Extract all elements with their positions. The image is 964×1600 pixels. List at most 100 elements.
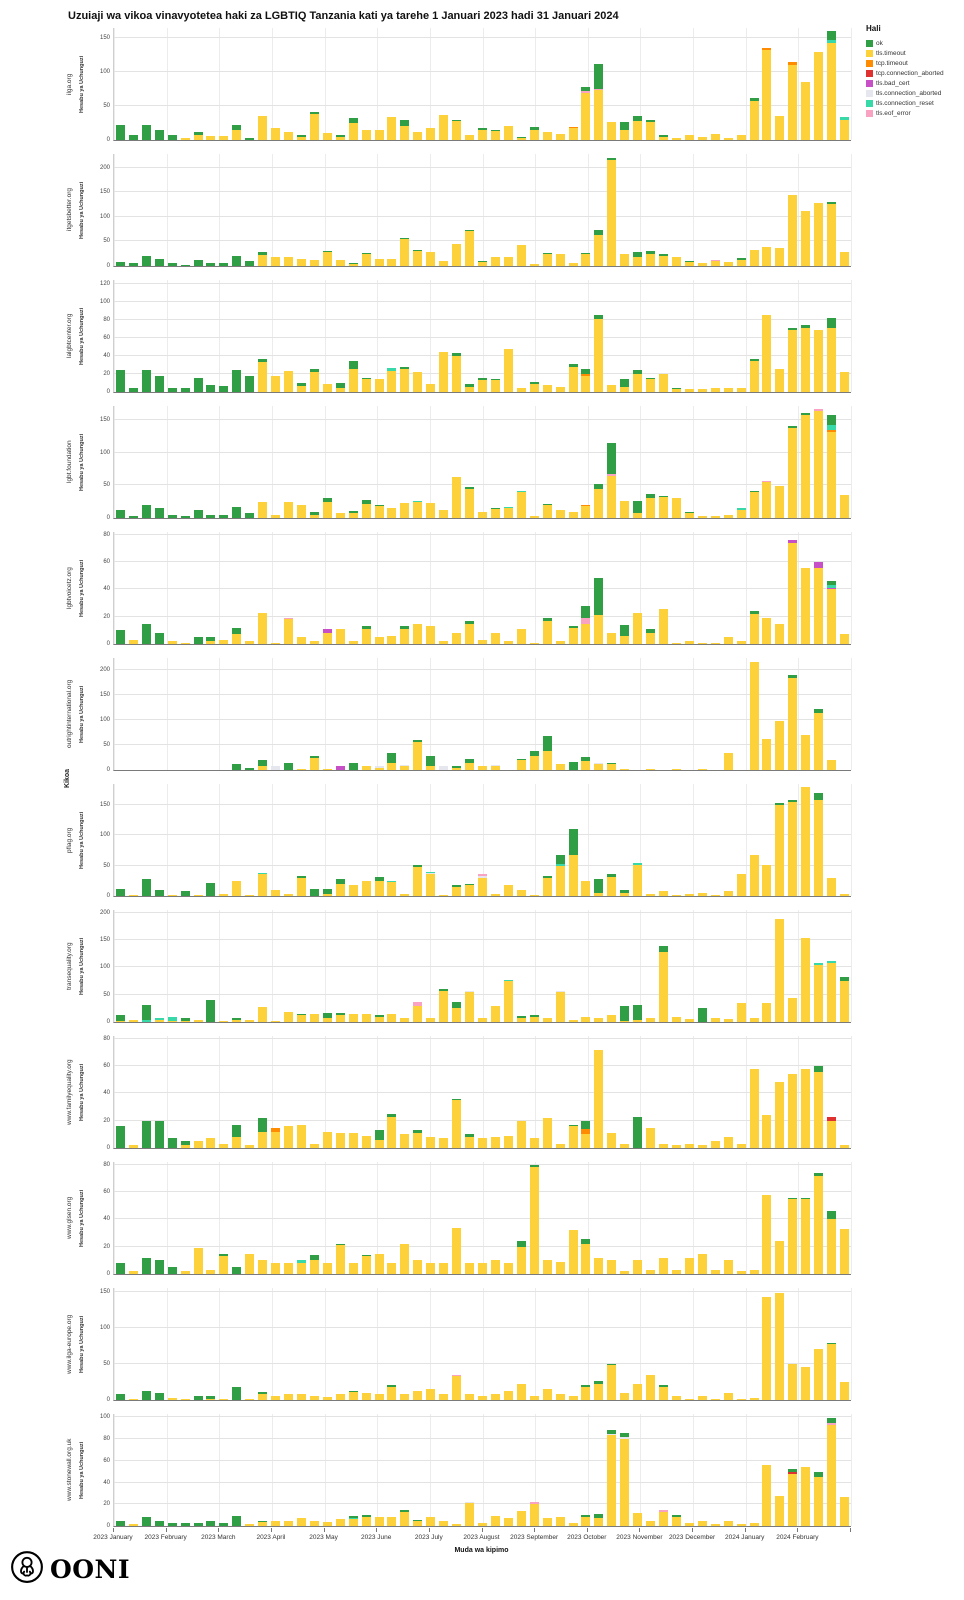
bar[interactable]: [309, 756, 319, 770]
bar[interactable]: [555, 1517, 565, 1526]
bar[interactable]: [542, 1260, 552, 1274]
bar[interactable]: [361, 252, 371, 266]
bar[interactable]: [659, 1257, 669, 1274]
bar[interactable]: [659, 1384, 669, 1400]
bar[interactable]: [154, 258, 164, 266]
bar[interactable]: [568, 1020, 578, 1022]
bar[interactable]: [284, 1012, 294, 1022]
bar[interactable]: [439, 1263, 449, 1274]
bar[interactable]: [568, 127, 578, 140]
bar[interactable]: [335, 383, 345, 392]
bar[interactable]: [271, 1020, 281, 1022]
bar[interactable]: [348, 510, 358, 518]
bar[interactable]: [814, 51, 824, 140]
bar[interactable]: [309, 1254, 319, 1274]
bar[interactable]: [232, 880, 242, 896]
bar[interactable]: [620, 253, 630, 266]
bar[interactable]: [296, 383, 306, 392]
bar[interactable]: [478, 261, 487, 266]
bar[interactable]: [710, 642, 720, 644]
bar[interactable]: [167, 894, 177, 896]
bar[interactable]: [840, 372, 850, 392]
bar[interactable]: [749, 854, 759, 896]
bar[interactable]: [258, 358, 268, 392]
bar[interactable]: [465, 759, 475, 770]
bar[interactable]: [361, 377, 371, 392]
bar[interactable]: [452, 476, 462, 518]
bar[interactable]: [154, 1520, 164, 1526]
bar[interactable]: [284, 1520, 294, 1526]
bar[interactable]: [361, 1392, 371, 1400]
bar[interactable]: [788, 540, 798, 644]
bar[interactable]: [723, 752, 733, 770]
bar[interactable]: [452, 352, 462, 392]
bar[interactable]: [219, 1253, 229, 1274]
bar[interactable]: [335, 1132, 345, 1148]
bar[interactable]: [361, 129, 371, 140]
bar[interactable]: [801, 1068, 811, 1148]
bar[interactable]: [749, 1017, 759, 1022]
bar[interactable]: [245, 512, 255, 518]
bar[interactable]: [775, 1293, 785, 1400]
bar[interactable]: [840, 634, 850, 644]
bar[interactable]: [555, 854, 565, 896]
bar[interactable]: [684, 1257, 694, 1274]
bar[interactable]: [167, 1016, 177, 1022]
bar[interactable]: [167, 1138, 177, 1148]
bar[interactable]: [478, 377, 487, 392]
bar[interactable]: [594, 314, 604, 392]
bar[interactable]: [646, 1374, 656, 1400]
bar[interactable]: [374, 1014, 384, 1022]
bar[interactable]: [478, 1395, 487, 1400]
bar[interactable]: [374, 637, 384, 644]
bar[interactable]: [775, 248, 785, 266]
bar[interactable]: [374, 504, 384, 518]
bar[interactable]: [348, 1516, 358, 1526]
bar[interactable]: [671, 894, 681, 896]
bar[interactable]: [749, 97, 759, 140]
bar[interactable]: [206, 882, 216, 896]
bar[interactable]: [607, 384, 617, 392]
bar[interactable]: [736, 1143, 746, 1148]
bar[interactable]: [374, 1253, 384, 1274]
bar[interactable]: [594, 1049, 604, 1148]
bar[interactable]: [659, 254, 669, 266]
bar[interactable]: [490, 507, 500, 518]
bar[interactable]: [620, 378, 630, 392]
bar[interactable]: [633, 369, 643, 392]
bar[interactable]: [788, 1197, 798, 1274]
bar[interactable]: [258, 1117, 268, 1148]
bar[interactable]: [671, 769, 681, 770]
bar[interactable]: [115, 1126, 125, 1148]
bar[interactable]: [245, 894, 255, 896]
bar[interactable]: [465, 1263, 475, 1274]
bar[interactable]: [452, 1374, 462, 1400]
bar[interactable]: [206, 384, 216, 392]
bar[interactable]: [439, 1394, 449, 1400]
bar[interactable]: [620, 1005, 630, 1022]
bar[interactable]: [232, 627, 242, 644]
bar[interactable]: [219, 515, 229, 518]
bar[interactable]: [206, 1269, 216, 1274]
bar[interactable]: [478, 639, 487, 644]
bar[interactable]: [607, 1430, 617, 1526]
bar[interactable]: [128, 639, 138, 644]
bar[interactable]: [322, 888, 332, 896]
bar[interactable]: [426, 626, 436, 644]
bar[interactable]: [581, 1238, 591, 1274]
bar[interactable]: [154, 129, 164, 140]
bar[interactable]: [452, 633, 462, 644]
bar[interactable]: [400, 894, 410, 896]
bar[interactable]: [245, 375, 255, 392]
bar[interactable]: [490, 378, 500, 392]
bar[interactable]: [646, 894, 656, 896]
bar[interactable]: [490, 257, 500, 266]
bar[interactable]: [736, 508, 746, 518]
bar[interactable]: [503, 125, 513, 140]
bar[interactable]: [322, 383, 332, 392]
bar[interactable]: [154, 375, 164, 392]
bar[interactable]: [167, 1522, 177, 1526]
bar[interactable]: [271, 889, 281, 896]
bar[interactable]: [568, 1124, 578, 1148]
bar[interactable]: [193, 894, 203, 896]
